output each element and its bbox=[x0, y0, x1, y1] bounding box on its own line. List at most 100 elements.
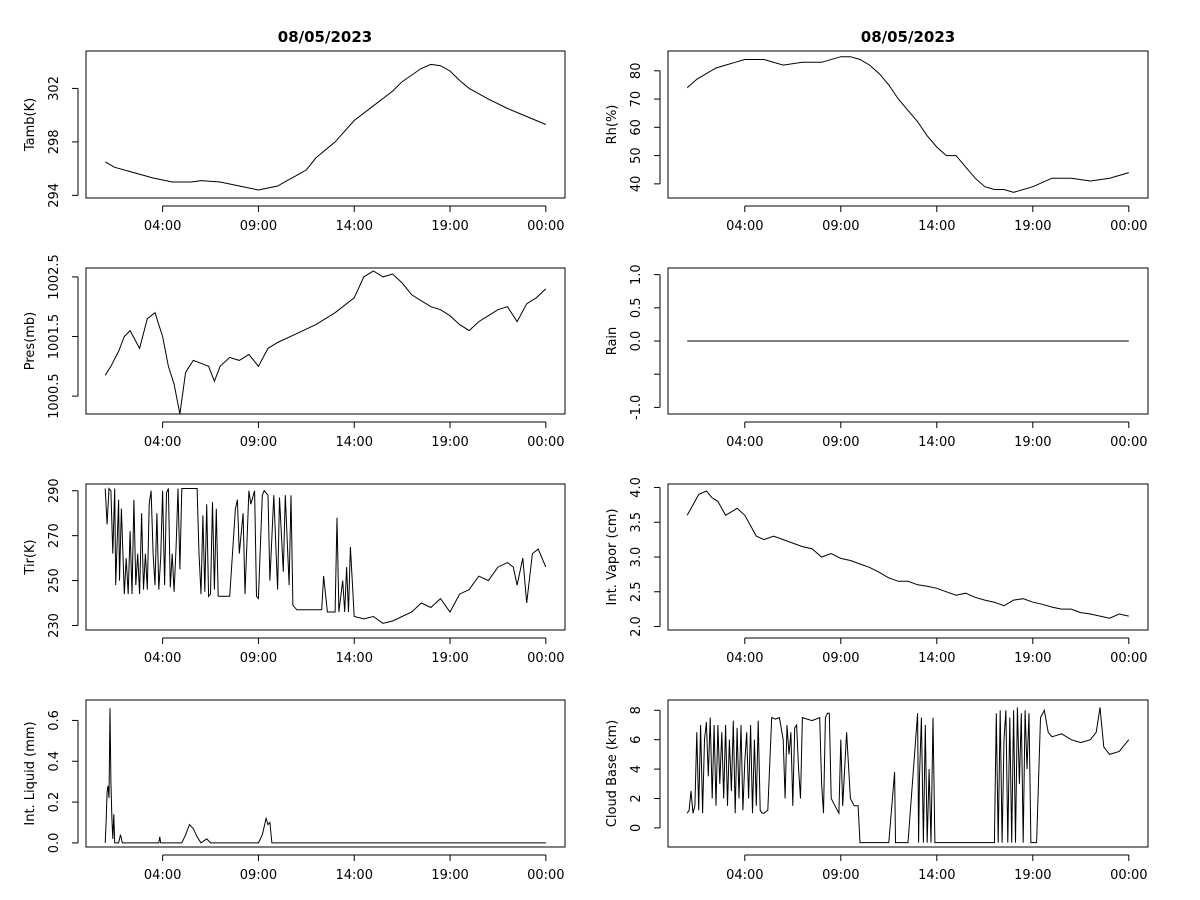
y-tick-label: 290 bbox=[47, 478, 62, 503]
panel-int-liquid-mm: 04:00 09:00 14:00 19:00 00:00 0.0 0.2 0.4 0.6 Int… bbox=[23, 699, 566, 883]
x-tick-label: 14:00 bbox=[918, 868, 955, 883]
y-tick-label: 2.5 bbox=[629, 581, 644, 602]
plot-frame bbox=[667, 699, 1149, 848]
x-tick-label: 09:00 bbox=[822, 435, 859, 450]
y-axis-label: Rain bbox=[605, 327, 620, 356]
y-tick-label: 1001.5 bbox=[47, 314, 62, 360]
y-tick-label: 50 bbox=[629, 147, 644, 164]
x-tick-label: 00:00 bbox=[527, 435, 564, 450]
x-tick-label: 04:00 bbox=[726, 651, 763, 666]
y-tick-label: 0.4 bbox=[47, 751, 62, 772]
series-line bbox=[104, 270, 547, 415]
y-axis-label: Pres(mb) bbox=[23, 312, 38, 371]
x-tick-label: 04:00 bbox=[726, 219, 763, 234]
y-axis-label: Tamb(K) bbox=[23, 98, 38, 152]
panel-tamb-k: 04:00 09:00 14:00 19:00 00:00 294 298 302 Tamb(K… bbox=[23, 50, 566, 234]
x-tick-label: 09:00 bbox=[822, 868, 859, 883]
x-tick-label: 04:00 bbox=[144, 219, 181, 234]
x-tick-label: 14:00 bbox=[918, 435, 955, 450]
y-tick-label: 3.5 bbox=[629, 512, 644, 533]
y-axis-label: Rh(%) bbox=[605, 105, 620, 145]
x-tick-label: 19:00 bbox=[431, 651, 468, 666]
y-tick-label: 302 bbox=[47, 76, 62, 101]
y-tick-label: 250 bbox=[47, 568, 62, 593]
x-tick-label: 04:00 bbox=[726, 435, 763, 450]
y-tick-label: 0.5 bbox=[629, 297, 644, 318]
plot-frame bbox=[85, 483, 566, 631]
y-tick-label: 60 bbox=[629, 119, 644, 136]
x-tick-label: 00:00 bbox=[527, 219, 564, 234]
x-tick-label: 19:00 bbox=[431, 868, 468, 883]
chart-title-right: 08/05/2023 bbox=[861, 28, 955, 46]
x-tick-label: 14:00 bbox=[918, 219, 955, 234]
series-line bbox=[686, 56, 1129, 193]
panels-group: 04:00 09:00 14:00 19:00 00:00 294 298 302 Tamb(K… bbox=[23, 50, 1149, 883]
y-tick-label: 0.0 bbox=[47, 833, 62, 854]
y-tick-label: 298 bbox=[47, 129, 62, 154]
x-tick-label: 09:00 bbox=[240, 651, 277, 666]
x-tick-label: 09:00 bbox=[240, 868, 277, 883]
panel-tir-k: 04:00 09:00 14:00 19:00 00:00 230 250 270 290 Tir… bbox=[23, 478, 566, 666]
x-tick-label: 00:00 bbox=[527, 868, 564, 883]
y-tick-label: 270 bbox=[47, 523, 62, 548]
x-tick-label: 19:00 bbox=[1014, 435, 1051, 450]
y-tick-label: 70 bbox=[629, 91, 644, 108]
y-tick-label: 80 bbox=[629, 63, 644, 80]
x-tick-label: 14:00 bbox=[336, 651, 373, 666]
y-axis-label: Tir(K) bbox=[23, 539, 38, 575]
plot-frame bbox=[85, 267, 566, 415]
y-tick-label: 0.2 bbox=[47, 792, 62, 813]
x-tick-label: 19:00 bbox=[431, 219, 468, 234]
plot-frame bbox=[667, 483, 1149, 631]
panel-rain: 04:00 09:00 14:00 19:00 00:00 -1.0 0.0 0.5 1.0 Ra… bbox=[605, 264, 1149, 450]
series-line bbox=[104, 63, 546, 191]
y-tick-label: 0 bbox=[629, 824, 644, 832]
plot-frame bbox=[85, 699, 566, 848]
chart-title-left: 08/05/2023 bbox=[278, 28, 372, 46]
x-tick-label: 00:00 bbox=[1110, 435, 1147, 450]
y-tick-label: 8 bbox=[629, 706, 644, 714]
x-tick-label: 04:00 bbox=[726, 868, 763, 883]
y-tick-label: -1.0 bbox=[629, 395, 644, 420]
y-tick-label: 0.0 bbox=[629, 331, 644, 352]
x-tick-label: 14:00 bbox=[336, 219, 373, 234]
x-tick-label: 09:00 bbox=[822, 651, 859, 666]
x-tick-label: 14:00 bbox=[336, 435, 373, 450]
x-tick-label: 04:00 bbox=[144, 435, 181, 450]
y-tick-label: 6 bbox=[629, 736, 644, 744]
y-axis-label: Int. Liquid (mm) bbox=[23, 721, 38, 825]
y-tick-label: 4.0 bbox=[629, 477, 644, 498]
y-axis-label: Cloud Base (km) bbox=[605, 720, 620, 827]
x-tick-label: 04:00 bbox=[144, 651, 181, 666]
x-tick-label: 19:00 bbox=[1014, 868, 1051, 883]
series-line bbox=[686, 490, 1129, 619]
x-tick-label: 14:00 bbox=[336, 868, 373, 883]
y-tick-label: 2 bbox=[629, 794, 644, 802]
y-tick-label: 1.0 bbox=[629, 264, 644, 285]
x-tick-label: 00:00 bbox=[527, 651, 564, 666]
y-tick-label: 1002.5 bbox=[47, 254, 62, 300]
plot-frame bbox=[85, 50, 566, 199]
x-tick-label: 09:00 bbox=[240, 435, 277, 450]
x-tick-label: 00:00 bbox=[1110, 651, 1147, 666]
panel-int-vapor-cm: 04:00 09:00 14:00 19:00 00:00 2.0 2.5 3.0 3.5 4.0… bbox=[605, 477, 1149, 666]
panel-rh: 04:00 09:00 14:00 19:00 00:00 40 50 60 70 80 Rh(%) bbox=[605, 50, 1149, 234]
plot-frame bbox=[667, 267, 1149, 415]
y-tick-label: 3.0 bbox=[629, 547, 644, 568]
x-tick-label: 09:00 bbox=[822, 219, 859, 234]
y-tick-label: 1000.5 bbox=[47, 373, 62, 419]
x-tick-label: 14:00 bbox=[918, 651, 955, 666]
panel-cloud-base-km: 04:00 09:00 14:00 19:00 00:00 0 2 4 6 8 Cloud Base… bbox=[605, 699, 1149, 883]
series-line bbox=[686, 707, 1130, 844]
series-line bbox=[104, 708, 546, 844]
y-tick-label: 230 bbox=[47, 613, 62, 638]
series-line bbox=[104, 487, 547, 624]
y-tick-label: 0.6 bbox=[47, 710, 62, 731]
panel-pres-mb: 04:00 09:00 14:00 19:00 00:00 1000.5 1001.5 100… bbox=[23, 254, 566, 450]
x-tick-label: 19:00 bbox=[1014, 651, 1051, 666]
plot-frame bbox=[667, 50, 1149, 199]
x-tick-label: 00:00 bbox=[1110, 219, 1147, 234]
y-axis-label: Int. Vapor (cm) bbox=[605, 509, 620, 606]
y-tick-label: 294 bbox=[47, 183, 62, 208]
